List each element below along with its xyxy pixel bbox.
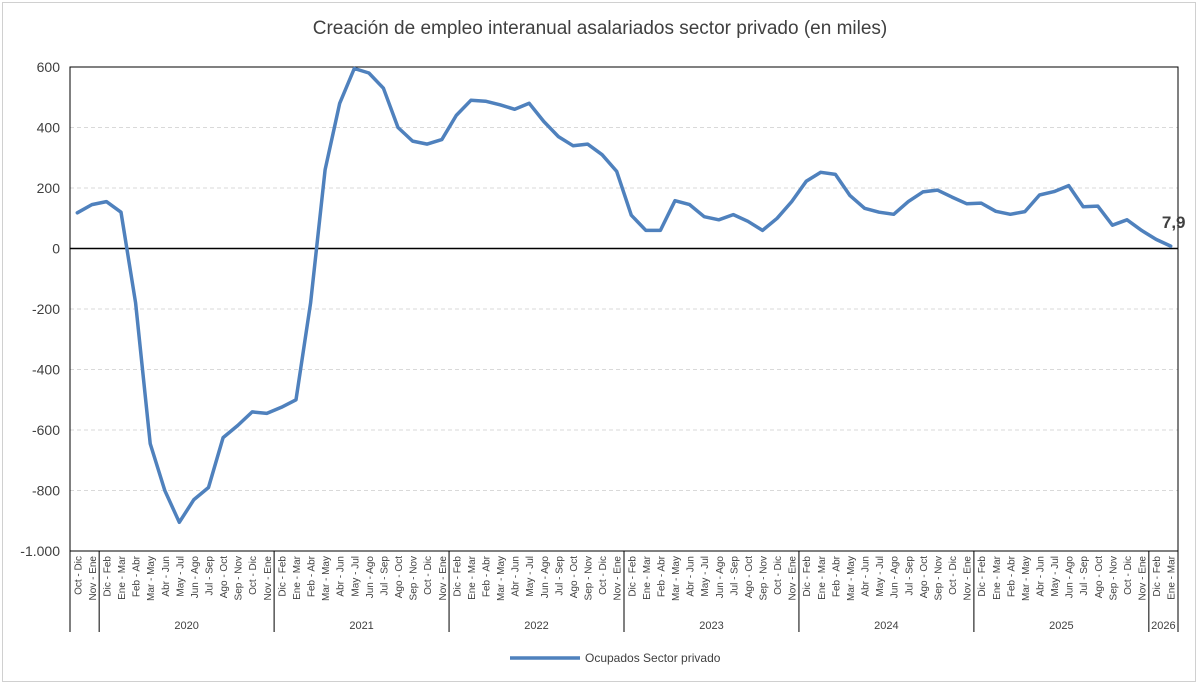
x-tick-label: Abr - Jun	[511, 556, 522, 597]
x-tick-label: Jul - Sep	[729, 556, 740, 596]
x-tick-label: Jul - Sep	[1079, 556, 1090, 596]
x-tick-label: Jul - Sep	[379, 556, 390, 596]
x-tick-label: May - Jul	[175, 556, 186, 597]
x-tick-label: Nov - Ene	[1138, 556, 1149, 601]
x-tick-label: Abr - Jun	[336, 556, 347, 597]
x-tick-label: Abr - Jun	[161, 556, 172, 597]
x-tick-label: May - Jul	[700, 556, 711, 597]
x-tick-label: Ago - Oct	[569, 556, 580, 598]
x-tick-label: Dic - Feb	[802, 556, 813, 597]
x-tick-label: Feb - Abr	[831, 555, 842, 597]
x-tick-label: Ene - Mar	[817, 555, 828, 600]
x-tick-label: Abr - Jun	[686, 556, 697, 597]
y-tick-label: -400	[32, 362, 60, 378]
y-tick-label: 200	[37, 180, 61, 196]
x-tick-label: Ene - Mar	[292, 555, 303, 600]
series-line-ocupados	[75, 66, 1173, 525]
x-tick-label: Oct - Dic	[773, 556, 784, 595]
y-tick-label: 600	[37, 59, 61, 75]
x-tick-label: Nov - Ene	[438, 556, 449, 601]
x-tick-label: Nov - Ene	[613, 556, 624, 601]
y-tick-label: 400	[37, 120, 61, 136]
x-tick-label: Ene - Mar	[992, 555, 1003, 600]
year-label: 2020	[174, 620, 198, 632]
year-label: 2022	[524, 620, 548, 632]
y-tick-label: -600	[32, 422, 60, 438]
x-tick-label: Mar - May	[671, 556, 682, 601]
x-tick-label: Feb - Abr	[307, 555, 318, 597]
y-tick-label: -800	[32, 483, 60, 499]
x-tick-label: Jun - Ago	[365, 556, 376, 599]
x-tick-label: Oct - Dic	[423, 556, 434, 595]
x-tick-label: Feb - Abr	[132, 555, 143, 597]
y-tick-label: -1.000	[20, 543, 60, 559]
x-tick-label: Jul - Sep	[904, 556, 915, 596]
x-tick-label: May - Jul	[1050, 556, 1061, 597]
x-tick-label: Feb - Abr	[482, 555, 493, 597]
x-tick-label: Sep - Nov	[933, 556, 944, 600]
x-tick-label: Oct - Dic	[1123, 556, 1134, 595]
y-tick-label: -200	[32, 301, 60, 317]
x-tick-label: Oct - Dic	[248, 556, 259, 595]
x-tick-label: Dic - Feb	[977, 556, 988, 597]
x-tick-label: Mar - May	[321, 556, 332, 601]
x-tick-label: Abr - Jun	[861, 556, 872, 597]
x-tick-label: Ago - Oct	[219, 556, 230, 598]
x-tick-label: Nov - Ene	[788, 556, 799, 601]
x-tick-label: Oct - Dic	[73, 556, 84, 595]
x-tick-label: Jul - Sep	[205, 556, 216, 596]
x-tick-label: Nov - Ene	[963, 556, 974, 601]
x-tick-label: Ago - Oct	[744, 556, 755, 598]
x-tick-label: Mar - May	[146, 556, 157, 601]
chart-title: Creación de empleo interanual asalariado…	[312, 18, 888, 39]
x-tick-label: Oct - Dic	[948, 556, 959, 595]
x-tick-label: Mar - May	[1021, 556, 1032, 601]
x-tick-label: May - Jul	[525, 556, 536, 597]
x-tick-label: Dic - Feb	[102, 556, 113, 597]
x-tick-label: Sep - Nov	[1108, 556, 1119, 600]
y-tick-label: 0	[52, 241, 60, 257]
x-tick-label: Jun - Ago	[890, 556, 901, 599]
x-tick-label: Dic - Feb	[277, 556, 288, 597]
x-tick-label: Ene - Mar	[467, 555, 478, 600]
x-tick-label: Feb - Abr	[656, 555, 667, 597]
data-label-last: 7,9	[1162, 213, 1186, 232]
x-tick-label: Ago - Oct	[394, 556, 405, 598]
x-tick-label: Ene - Mar	[1167, 555, 1178, 600]
x-tick-label: Sep - Nov	[584, 556, 595, 600]
x-tick-label: Jun - Ago	[540, 556, 551, 599]
year-label: 2026	[1151, 620, 1175, 632]
x-tick-label: Jul - Sep	[554, 556, 565, 596]
x-tick-label: Dic - Feb	[627, 556, 638, 597]
x-tick-label: Oct - Dic	[598, 556, 609, 595]
x-tick-label: Jun - Ago	[190, 556, 201, 599]
year-label: 2023	[699, 620, 723, 632]
x-tick-label: Ene - Mar	[642, 555, 653, 600]
year-label: 2021	[349, 620, 373, 632]
x-tick-label: Sep - Nov	[759, 556, 770, 600]
legend-label: Ocupados Sector privado	[585, 651, 721, 665]
x-tick-label: Sep - Nov	[234, 556, 245, 600]
year-label: 2024	[874, 620, 898, 632]
x-tick-label: Dic - Feb	[452, 556, 463, 597]
x-tick-label: Ene - Mar	[117, 555, 128, 600]
year-label: 2025	[1049, 620, 1073, 632]
x-tick-label: Ago - Oct	[919, 556, 930, 598]
x-tick-label: Nov - Ene	[88, 556, 99, 601]
x-tick-label: Jun - Ago	[715, 556, 726, 599]
x-tick-label: Mar - May	[846, 556, 857, 601]
x-tick-label: Dic - Feb	[1152, 556, 1163, 597]
x-tick-label: Feb - Abr	[1006, 555, 1017, 597]
x-tick-label: Nov - Ene	[263, 556, 274, 601]
x-tick-label: Sep - Nov	[409, 556, 420, 600]
x-tick-label: Mar - May	[496, 556, 507, 601]
x-tick-label: May - Jul	[350, 556, 361, 597]
x-tick-label: Jun - Ago	[1065, 556, 1076, 599]
x-tick-label: Abr - Jun	[1036, 556, 1047, 597]
x-tick-label: May - Jul	[875, 556, 886, 597]
x-tick-label: Ago - Oct	[1094, 556, 1105, 598]
